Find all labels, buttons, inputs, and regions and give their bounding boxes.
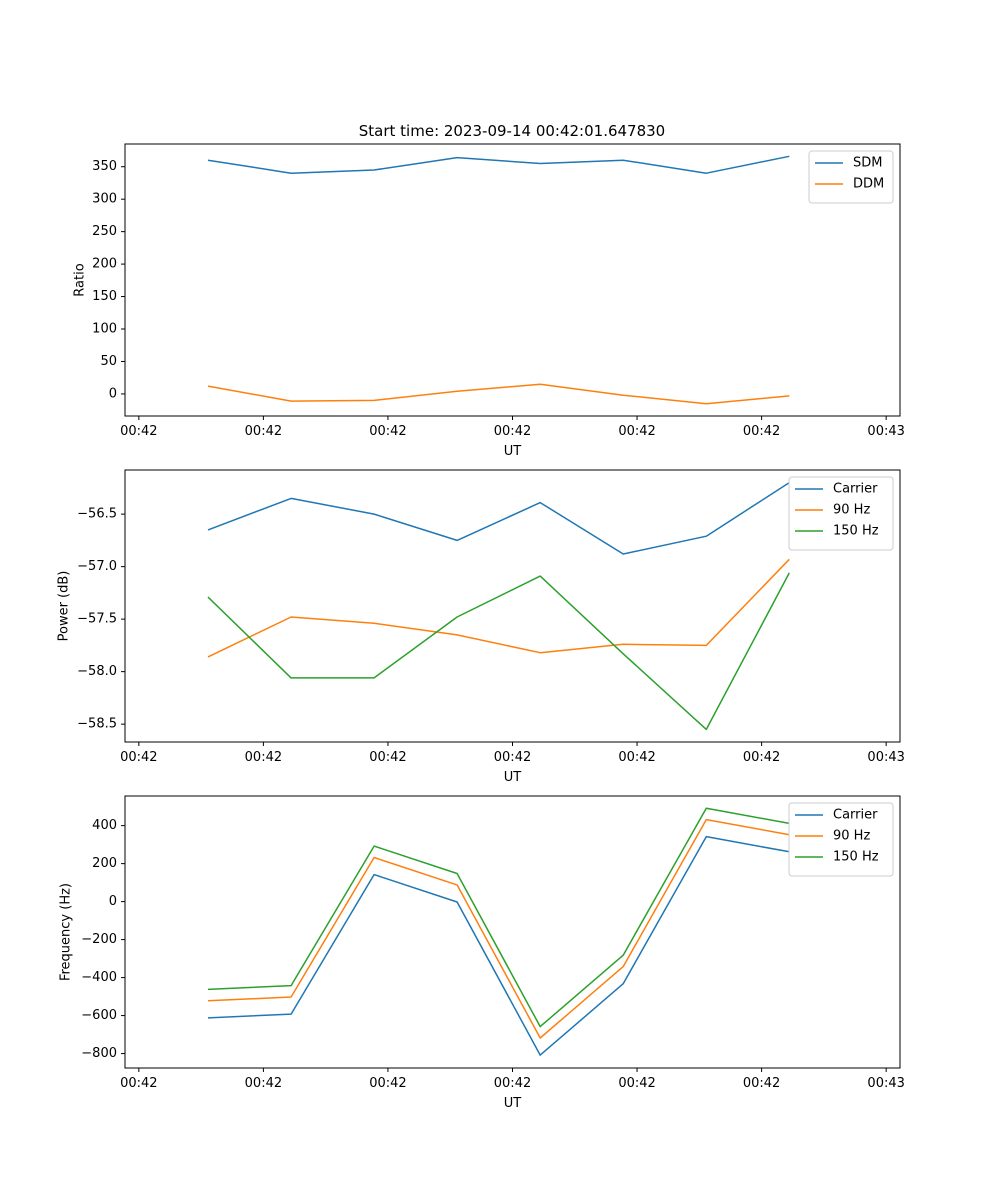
power-x-tick-label: 00:42 bbox=[120, 750, 157, 765]
power-x-axis-label: UT bbox=[504, 770, 522, 785]
power-y-tick-label: −58.0 bbox=[77, 664, 117, 679]
power-legend-label-150-hz: 150 Hz bbox=[833, 524, 879, 539]
frequency-x-tick-label: 00:42 bbox=[494, 1076, 531, 1091]
figure-title: Start time: 2023-09-14 00:42:01.647830 bbox=[359, 122, 665, 140]
ratio-x-tick-label: 00:43 bbox=[867, 424, 904, 439]
ratio-x-tick-label: 00:42 bbox=[618, 424, 655, 439]
power-y-tick-label: −57.5 bbox=[77, 612, 117, 627]
frequency-x-tick-label: 00:43 bbox=[867, 1076, 904, 1091]
ratio-legend-box bbox=[808, 150, 894, 204]
ratio-y-tick-label: 300 bbox=[92, 192, 117, 207]
ratio-x-tick-label: 00:42 bbox=[369, 424, 406, 439]
frequency-plot-content: 00:42 00:42 00:42 00:42 00:42 00:42 00:43 400 20… bbox=[81, 807, 905, 1091]
ratio-x-axis-label: UT bbox=[504, 444, 522, 459]
frequency-legend-label-carrier: Carrier bbox=[833, 808, 878, 823]
ratio-x-tick-label: 00:42 bbox=[120, 424, 157, 439]
ratio-y-tick-label: 200 bbox=[92, 257, 117, 272]
ratio-y-tick-label: 350 bbox=[92, 159, 117, 174]
power-plot-content: 00:42 00:42 00:42 00:42 00:42 00:42 00:43 −56.5… bbox=[77, 481, 905, 765]
power-y-axis-label: Power (dB) bbox=[57, 571, 72, 642]
ratio-series-line-sdm bbox=[207, 155, 790, 174]
ratio-legend-label-ddm: DDM bbox=[853, 177, 884, 192]
ratio-plot-frame bbox=[124, 143, 901, 417]
frequency-panel: Frequency (Hz) UT 00:42 00:42 00:42 00:42 00… bbox=[59, 795, 905, 1111]
ratio-y-tick-label: 0 bbox=[109, 386, 117, 401]
frequency-series-line-90-hz bbox=[207, 818, 790, 1039]
power-y-tick-label: −56.5 bbox=[77, 507, 117, 522]
frequency-legend-label-90-hz: 90 Hz bbox=[833, 829, 870, 844]
frequency-y-tick-label: −400 bbox=[81, 970, 117, 985]
frequency-plot-frame bbox=[124, 795, 901, 1069]
ratio-y-axis-label: Ratio bbox=[73, 263, 88, 296]
power-x-tick-label: 00:42 bbox=[245, 750, 282, 765]
ratio-plot-content: 00:42 00:42 00:42 00:42 00:42 00:42 00:43 0 50 10… bbox=[92, 155, 905, 439]
ratio-panel: Ratio UT 00:42 00:42 00:42 00:42 00:42 00:42 0… bbox=[73, 143, 905, 459]
power-x-tick-label: 00:42 bbox=[618, 750, 655, 765]
power-legend-label-90-hz: 90 Hz bbox=[833, 503, 870, 518]
power-series-line-150-hz bbox=[207, 572, 790, 731]
frequency-x-tick-label: 00:42 bbox=[120, 1076, 157, 1091]
frequency-legend: Carrier 90 Hz 150 Hz bbox=[788, 802, 894, 877]
power-x-tick-label: 00:42 bbox=[743, 750, 780, 765]
frequency-y-tick-label: 200 bbox=[92, 856, 117, 871]
frequency-y-tick-label: 0 bbox=[109, 894, 117, 909]
power-x-tick-label: 00:42 bbox=[494, 750, 531, 765]
ratio-series-line-ddm bbox=[207, 383, 790, 405]
frequency-y-axis-label: Frequency (Hz) bbox=[59, 883, 74, 981]
power-series-line-90-hz bbox=[207, 558, 790, 658]
frequency-x-tick-label: 00:42 bbox=[618, 1076, 655, 1091]
frequency-x-axis-label: UT bbox=[504, 1096, 522, 1111]
ratio-x-tick-label: 00:42 bbox=[245, 424, 282, 439]
ratio-y-tick-label: 50 bbox=[100, 354, 117, 369]
frequency-y-tick-label: −200 bbox=[81, 932, 117, 947]
power-x-tick-label: 00:42 bbox=[369, 750, 406, 765]
ratio-y-tick-label: 100 bbox=[92, 322, 117, 337]
power-legend-label-carrier: Carrier bbox=[833, 482, 878, 497]
frequency-x-tick-label: 00:42 bbox=[245, 1076, 282, 1091]
power-x-tick-label: 00:43 bbox=[867, 750, 904, 765]
ratio-x-tick-label: 00:42 bbox=[494, 424, 531, 439]
power-series-line-carrier bbox=[207, 481, 790, 555]
frequency-series-line-carrier bbox=[207, 835, 790, 1056]
power-plot-frame bbox=[124, 469, 901, 743]
power-y-tick-label: −57.0 bbox=[77, 559, 117, 574]
power-legend: Carrier 90 Hz 150 Hz bbox=[788, 476, 894, 551]
frequency-x-tick-label: 00:42 bbox=[369, 1076, 406, 1091]
frequency-series-line-150-hz bbox=[207, 807, 790, 1028]
frequency-legend-label-150-hz: 150 Hz bbox=[833, 850, 879, 865]
ratio-legend: SDM DDM bbox=[808, 150, 894, 204]
power-y-tick-label: −58.5 bbox=[77, 717, 117, 732]
ratio-x-tick-label: 00:42 bbox=[743, 424, 780, 439]
frequency-y-tick-label: −600 bbox=[81, 1008, 117, 1023]
frequency-y-tick-label: −800 bbox=[81, 1046, 117, 1061]
ratio-y-tick-label: 250 bbox=[92, 224, 117, 239]
frequency-y-tick-label: 400 bbox=[92, 818, 117, 833]
power-panel: Power (dB) UT 00:42 00:42 00:42 00:42 00:42 0… bbox=[57, 469, 905, 785]
ratio-legend-label-sdm: SDM bbox=[853, 156, 882, 171]
ratio-y-tick-label: 150 bbox=[92, 289, 117, 304]
frequency-x-tick-label: 00:42 bbox=[743, 1076, 780, 1091]
